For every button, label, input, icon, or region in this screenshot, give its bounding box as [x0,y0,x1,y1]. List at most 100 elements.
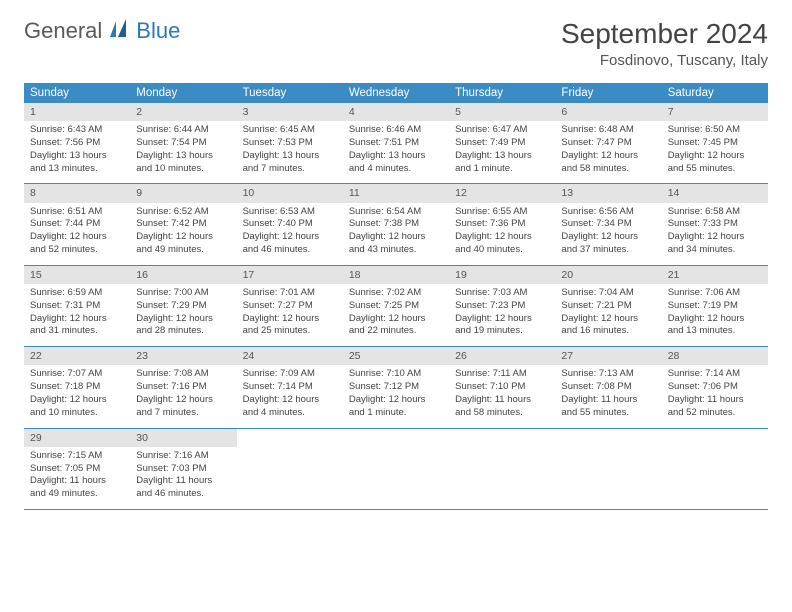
day-body: Sunrise: 6:59 AMSunset: 7:31 PMDaylight:… [24,284,130,346]
day-body: Sunrise: 6:45 AMSunset: 7:53 PMDaylight:… [237,121,343,183]
calendar-day-cell: 2Sunrise: 6:44 AMSunset: 7:54 PMDaylight… [130,103,236,184]
calendar-week-row: 1Sunrise: 6:43 AMSunset: 7:56 PMDaylight… [24,103,768,184]
day-number: 8 [24,184,130,202]
day-body: Sunrise: 6:46 AMSunset: 7:51 PMDaylight:… [343,121,449,183]
day-body: Sunrise: 7:11 AMSunset: 7:10 PMDaylight:… [449,365,555,427]
day-body: Sunrise: 7:07 AMSunset: 7:18 PMDaylight:… [24,365,130,427]
day-body: Sunrise: 7:13 AMSunset: 7:08 PMDaylight:… [555,365,661,427]
calendar-day-cell: .. [343,428,449,509]
daylight-text: Daylight: 12 hours and 16 minutes. [561,313,655,339]
sunset-text: Sunset: 7:12 PM [349,381,443,394]
calendar-day-cell: 30Sunrise: 7:16 AMSunset: 7:03 PMDayligh… [130,428,236,509]
sunrise-text: Sunrise: 7:13 AM [561,368,655,381]
sunrise-text: Sunrise: 7:04 AM [561,287,655,300]
calendar-day-cell: 27Sunrise: 7:13 AMSunset: 7:08 PMDayligh… [555,347,661,428]
calendar-day-cell: 17Sunrise: 7:01 AMSunset: 7:27 PMDayligh… [237,265,343,346]
calendar-day-cell: 24Sunrise: 7:09 AMSunset: 7:14 PMDayligh… [237,347,343,428]
calendar-day-cell: 19Sunrise: 7:03 AMSunset: 7:23 PMDayligh… [449,265,555,346]
daylight-text: Daylight: 11 hours and 55 minutes. [561,394,655,420]
day-body: Sunrise: 7:14 AMSunset: 7:06 PMDaylight:… [662,365,768,427]
title-block: September 2024 Fosdinovo, Tuscany, Italy [561,18,768,69]
day-body: Sunrise: 6:53 AMSunset: 7:40 PMDaylight:… [237,203,343,265]
sunset-text: Sunset: 7:08 PM [561,381,655,394]
day-body: Sunrise: 7:06 AMSunset: 7:19 PMDaylight:… [662,284,768,346]
day-body: Sunrise: 6:52 AMSunset: 7:42 PMDaylight:… [130,203,236,265]
day-number: 16 [130,266,236,284]
daylight-text: Daylight: 12 hours and 4 minutes. [243,394,337,420]
daylight-text: Daylight: 13 hours and 4 minutes. [349,150,443,176]
sunset-text: Sunset: 7:40 PM [243,218,337,231]
sunset-text: Sunset: 7:10 PM [455,381,549,394]
day-body: Sunrise: 7:03 AMSunset: 7:23 PMDaylight:… [449,284,555,346]
day-number: 5 [449,103,555,121]
sunset-text: Sunset: 7:21 PM [561,300,655,313]
sunrise-text: Sunrise: 6:59 AM [30,287,124,300]
day-number: 14 [662,184,768,202]
daylight-text: Daylight: 12 hours and 55 minutes. [668,150,762,176]
day-number: 20 [555,266,661,284]
header: General Blue September 2024 Fosdinovo, T… [24,18,768,69]
daylight-text: Daylight: 12 hours and 40 minutes. [455,231,549,257]
sunrise-text: Sunrise: 7:14 AM [668,368,762,381]
day-body: Sunrise: 7:16 AMSunset: 7:03 PMDaylight:… [130,447,236,509]
sunset-text: Sunset: 7:56 PM [30,137,124,150]
calendar-day-cell: 14Sunrise: 6:58 AMSunset: 7:33 PMDayligh… [662,184,768,265]
calendar-table: Sunday Monday Tuesday Wednesday Thursday… [24,83,768,510]
daylight-text: Daylight: 12 hours and 31 minutes. [30,313,124,339]
daylight-text: Daylight: 12 hours and 46 minutes. [243,231,337,257]
day-body: Sunrise: 6:48 AMSunset: 7:47 PMDaylight:… [555,121,661,183]
sunset-text: Sunset: 7:49 PM [455,137,549,150]
day-number: 2 [130,103,236,121]
sunrise-text: Sunrise: 6:46 AM [349,124,443,137]
day-number: 22 [24,347,130,365]
day-body: Sunrise: 7:00 AMSunset: 7:29 PMDaylight:… [130,284,236,346]
logo-text-general: General [24,18,102,44]
day-number: 19 [449,266,555,284]
day-body: Sunrise: 7:02 AMSunset: 7:25 PMDaylight:… [343,284,449,346]
daylight-text: Daylight: 12 hours and 43 minutes. [349,231,443,257]
sunset-text: Sunset: 7:42 PM [136,218,230,231]
daylight-text: Daylight: 12 hours and 49 minutes. [136,231,230,257]
calendar-day-cell: 7Sunrise: 6:50 AMSunset: 7:45 PMDaylight… [662,103,768,184]
sunrise-text: Sunrise: 7:08 AM [136,368,230,381]
calendar-day-cell: 6Sunrise: 6:48 AMSunset: 7:47 PMDaylight… [555,103,661,184]
daylight-text: Daylight: 12 hours and 19 minutes. [455,313,549,339]
day-body: Sunrise: 7:08 AMSunset: 7:16 PMDaylight:… [130,365,236,427]
day-number: 18 [343,266,449,284]
calendar-week-row: 15Sunrise: 6:59 AMSunset: 7:31 PMDayligh… [24,265,768,346]
daylight-text: Daylight: 12 hours and 7 minutes. [136,394,230,420]
sunrise-text: Sunrise: 7:10 AM [349,368,443,381]
daylight-text: Daylight: 11 hours and 49 minutes. [30,475,124,501]
day-number: 7 [662,103,768,121]
calendar-day-cell: 5Sunrise: 6:47 AMSunset: 7:49 PMDaylight… [449,103,555,184]
sunset-text: Sunset: 7:03 PM [136,463,230,476]
sunrise-text: Sunrise: 6:48 AM [561,124,655,137]
sunrise-text: Sunrise: 7:02 AM [349,287,443,300]
calendar-day-cell: 13Sunrise: 6:56 AMSunset: 7:34 PMDayligh… [555,184,661,265]
day-body: Sunrise: 6:44 AMSunset: 7:54 PMDaylight:… [130,121,236,183]
calendar-day-cell: 22Sunrise: 7:07 AMSunset: 7:18 PMDayligh… [24,347,130,428]
calendar-day-cell: 18Sunrise: 7:02 AMSunset: 7:25 PMDayligh… [343,265,449,346]
sunrise-text: Sunrise: 6:44 AM [136,124,230,137]
calendar-week-row: 8Sunrise: 6:51 AMSunset: 7:44 PMDaylight… [24,184,768,265]
sunset-text: Sunset: 7:53 PM [243,137,337,150]
calendar-day-cell: 4Sunrise: 6:46 AMSunset: 7:51 PMDaylight… [343,103,449,184]
sunrise-text: Sunrise: 7:07 AM [30,368,124,381]
sunrise-text: Sunrise: 7:15 AM [30,450,124,463]
day-number: 23 [130,347,236,365]
day-number: 11 [343,184,449,202]
sunset-text: Sunset: 7:16 PM [136,381,230,394]
day-body: Sunrise: 7:04 AMSunset: 7:21 PMDaylight:… [555,284,661,346]
day-number: 1 [24,103,130,121]
sunset-text: Sunset: 7:06 PM [668,381,762,394]
day-body: Sunrise: 6:51 AMSunset: 7:44 PMDaylight:… [24,203,130,265]
sunset-text: Sunset: 7:44 PM [30,218,124,231]
daylight-text: Daylight: 12 hours and 52 minutes. [30,231,124,257]
daylight-text: Daylight: 13 hours and 7 minutes. [243,150,337,176]
day-body: Sunrise: 6:54 AMSunset: 7:38 PMDaylight:… [343,203,449,265]
sunrise-text: Sunrise: 6:52 AM [136,206,230,219]
calendar-day-cell: 10Sunrise: 6:53 AMSunset: 7:40 PMDayligh… [237,184,343,265]
sunset-text: Sunset: 7:51 PM [349,137,443,150]
sunrise-text: Sunrise: 7:01 AM [243,287,337,300]
day-body: Sunrise: 6:56 AMSunset: 7:34 PMDaylight:… [555,203,661,265]
